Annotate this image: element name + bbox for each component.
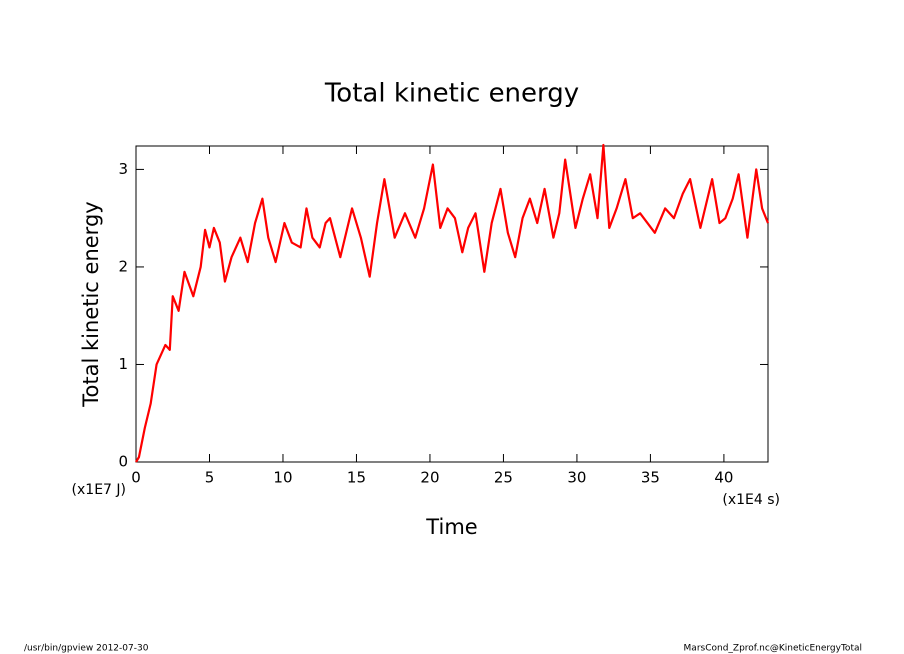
y-tick-label: 2 [118, 257, 128, 275]
y-tick-label: 3 [118, 160, 128, 178]
y-unit: (x1E7 J) [72, 482, 126, 498]
plot-frame [135, 145, 769, 463]
y-tick-label: 0 [118, 453, 128, 471]
x-tick-label: 15 [347, 469, 366, 487]
y-axis-label: Total kinetic energy [79, 201, 103, 407]
footer-left: /usr/bin/gpview 2012-07-30 [24, 644, 149, 654]
data-line [135, 143, 770, 463]
x-axis-label: Time [425, 515, 477, 539]
x-tick-label: 25 [494, 469, 513, 487]
x-tick-label: 10 [273, 469, 292, 487]
x-unit: (x1E4 s) [722, 492, 780, 508]
x-tick-label: 0 [131, 469, 141, 487]
x-tick-label: 40 [714, 469, 733, 487]
x-tick-label: 30 [567, 469, 586, 487]
x-tick-label: 20 [420, 469, 439, 487]
x-tick-label: 5 [205, 469, 215, 487]
x-tick-label: 35 [641, 469, 660, 487]
chart-title: Total kinetic energy [324, 79, 579, 109]
footer-right: MarsCond_Zprof.nc@KineticEnergyTotal [684, 644, 862, 654]
y-tick-label: 1 [118, 355, 128, 373]
